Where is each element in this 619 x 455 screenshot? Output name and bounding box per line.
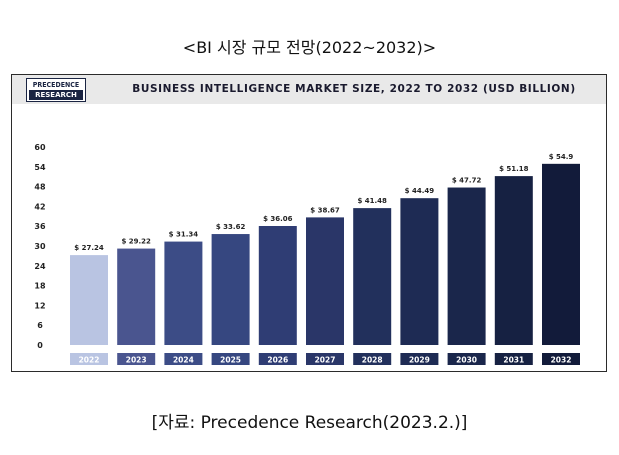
bar [494, 176, 533, 345]
bar [447, 187, 486, 345]
category-box [306, 353, 344, 365]
category-box [447, 353, 486, 365]
bar-chart: 0 6 12 18 24 30 36 42 48 54 60 $ 27.24 2022 $ 29.22 20… [34, 143, 580, 365]
y-tick-label: 6 [37, 321, 43, 330]
chart-title: BUSINESS INTELLIGENCE MARKET SIZE, 2022 … [132, 83, 576, 95]
y-tick-label: 48 [34, 183, 46, 192]
y-tick-label: 24 [34, 262, 46, 271]
x-tick-label: 2024 [173, 356, 194, 365]
source-caption: [자료: Precedence Research(2023.2.)] [151, 413, 468, 433]
data-label: $ 54.9 [549, 153, 574, 161]
data-label: $ 47.72 [452, 177, 482, 185]
y-tick-label: 60 [34, 143, 46, 152]
data-label: $ 33.62 [216, 223, 246, 231]
data-label: $ 38.67 [310, 206, 340, 214]
bar [306, 217, 344, 345]
bar [542, 163, 580, 345]
y-tick-label: 0 [37, 341, 43, 350]
x-tick-label: 2028 [362, 356, 383, 365]
x-tick-label: 2029 [409, 356, 430, 365]
y-tick-label: 18 [34, 282, 46, 291]
data-label: $ 31.34 [169, 231, 199, 239]
y-tick-label: 12 [34, 301, 45, 310]
category-box [117, 353, 156, 365]
data-label: $ 41.48 [357, 197, 387, 205]
precedence-research-logo: PRECEDENCE RESEARCH [26, 78, 86, 102]
data-label: $ 36.06 [263, 215, 293, 223]
x-tick-label: 2032 [551, 356, 572, 365]
bar [117, 248, 156, 345]
bar [164, 241, 203, 345]
category-box [494, 353, 533, 365]
data-label: $ 27.24 [74, 244, 104, 252]
category-box [211, 353, 250, 365]
chart-frame: PRECEDENCE RESEARCH BUSINESS INTELLIGENC… [11, 74, 607, 372]
category-box [353, 353, 392, 365]
chart-header: PRECEDENCE RESEARCH BUSINESS INTELLIGENC… [12, 75, 606, 104]
x-tick-label: 2030 [456, 356, 477, 365]
data-label: $ 51.18 [499, 165, 529, 173]
y-tick-label: 54 [34, 163, 46, 172]
data-label: $ 29.22 [121, 238, 151, 246]
x-tick-label: 2027 [315, 356, 336, 365]
bar [353, 208, 392, 345]
page-title: <BI 시장 규모 전망(2022~2032)> [182, 38, 437, 57]
x-tick-label: 2023 [126, 356, 147, 365]
bar [258, 226, 297, 345]
category-box [258, 353, 297, 365]
data-label: $ 44.49 [405, 187, 435, 195]
bar [400, 198, 439, 345]
y-tick-label: 42 [34, 202, 45, 211]
category-box [542, 353, 580, 365]
x-tick-label: 2031 [503, 356, 524, 365]
logo-line1: PRECEDENCE [32, 81, 80, 89]
bar [211, 234, 250, 345]
x-tick-label: 2022 [79, 356, 100, 365]
x-tick-label: 2025 [220, 356, 241, 365]
x-tick-label: 2026 [267, 356, 288, 365]
y-tick-label: 30 [34, 242, 46, 251]
logo-line2: RESEARCH [29, 90, 83, 100]
category-box [164, 353, 203, 365]
bar [70, 255, 108, 345]
category-box [70, 353, 108, 365]
category-box [400, 353, 439, 365]
y-tick-label: 36 [34, 222, 46, 231]
